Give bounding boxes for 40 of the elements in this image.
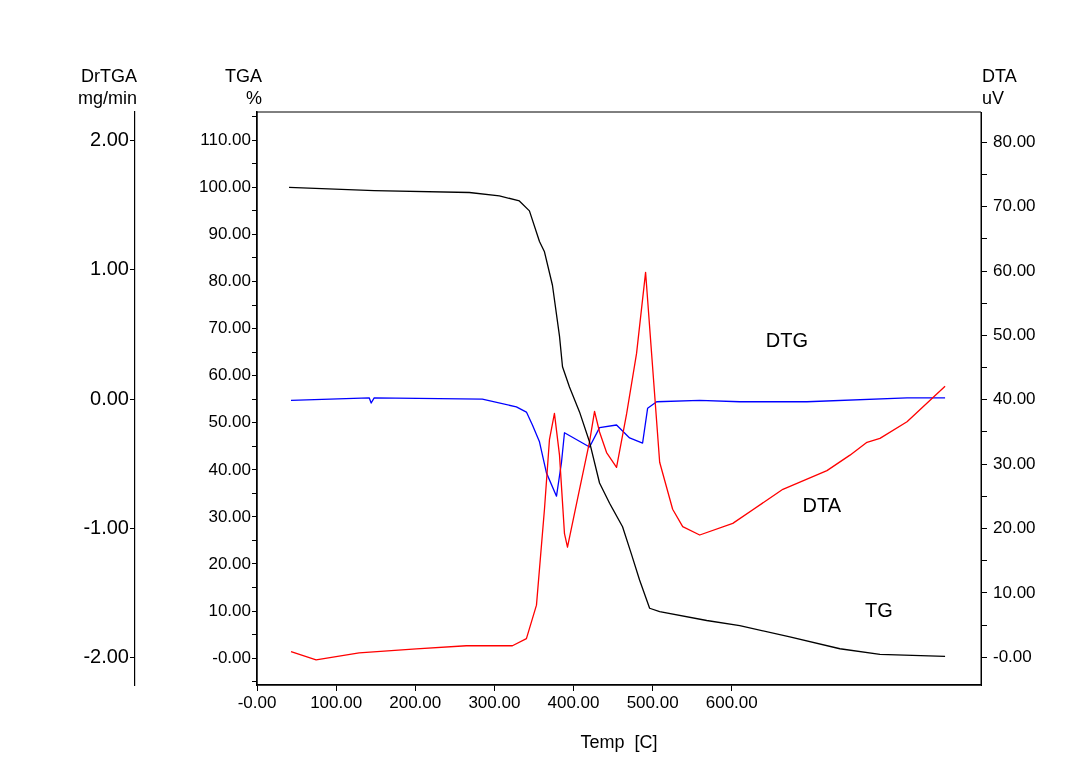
y3-tick-label: -1.00 [83, 516, 129, 539]
y2-tick-label: 40.00 [993, 389, 1036, 409]
y3-tick-label: 0.00 [90, 386, 129, 409]
x-tick-label: 300.00 [468, 692, 521, 712]
y3-axis-title: DrTGA mg/min [77, 66, 137, 108]
y2-tick-label: -0.00 [993, 647, 1032, 666]
x-tick-label: 200.00 [389, 692, 442, 712]
y3-tick-label: 1.00 [90, 257, 129, 280]
x-axis-title: Temp [C] [580, 732, 658, 753]
y2-tick-label: 70.00 [993, 196, 1036, 216]
y-tick-label: 80.00 [208, 271, 251, 291]
y3-tick-label: 2.00 [90, 127, 129, 150]
x-tick-label: 400.00 [547, 692, 600, 712]
y2-tick-label: 20.00 [993, 518, 1036, 538]
x-tick-label: 500.00 [626, 692, 679, 712]
y2-tick-label: 30.00 [993, 453, 1036, 473]
series-label: DTA [802, 494, 842, 517]
x-tick-label: 100.00 [310, 692, 363, 712]
y2-tick-label: 10.00 [993, 582, 1036, 602]
y-tick-label: 20.00 [208, 553, 251, 573]
y-tick-label: 50.00 [208, 412, 251, 432]
y2-tick-label: 80.00 [993, 131, 1036, 151]
x-tick-label: -0.00 [237, 692, 277, 712]
y2-tick-label: 60.00 [993, 260, 1036, 280]
x-tick-label: 600.00 [705, 692, 758, 712]
y-axis-title: TGA % [224, 66, 262, 108]
text: DTG [765, 329, 809, 352]
y-tick-label: 60.00 [208, 365, 251, 385]
y-tick-label: -0.00 [212, 647, 251, 667]
y-tick-label: 110.00 [200, 129, 251, 149]
y-tick-label: 70.00 [208, 318, 251, 338]
y2-tick-label: 50.00 [993, 325, 1036, 345]
y-tick-label: 40.00 [208, 459, 251, 479]
series-label: TG [865, 599, 893, 622]
y2-axis-title: DTA uV [982, 66, 1017, 108]
y-tick-label: 90.00 [208, 224, 251, 244]
y-tick-label: 100.00 [199, 177, 251, 197]
y-tick-label: 30.00 [208, 506, 251, 526]
y3-tick-label: -2.00 [83, 645, 129, 668]
y-tick-label: 10.00 [208, 600, 251, 620]
